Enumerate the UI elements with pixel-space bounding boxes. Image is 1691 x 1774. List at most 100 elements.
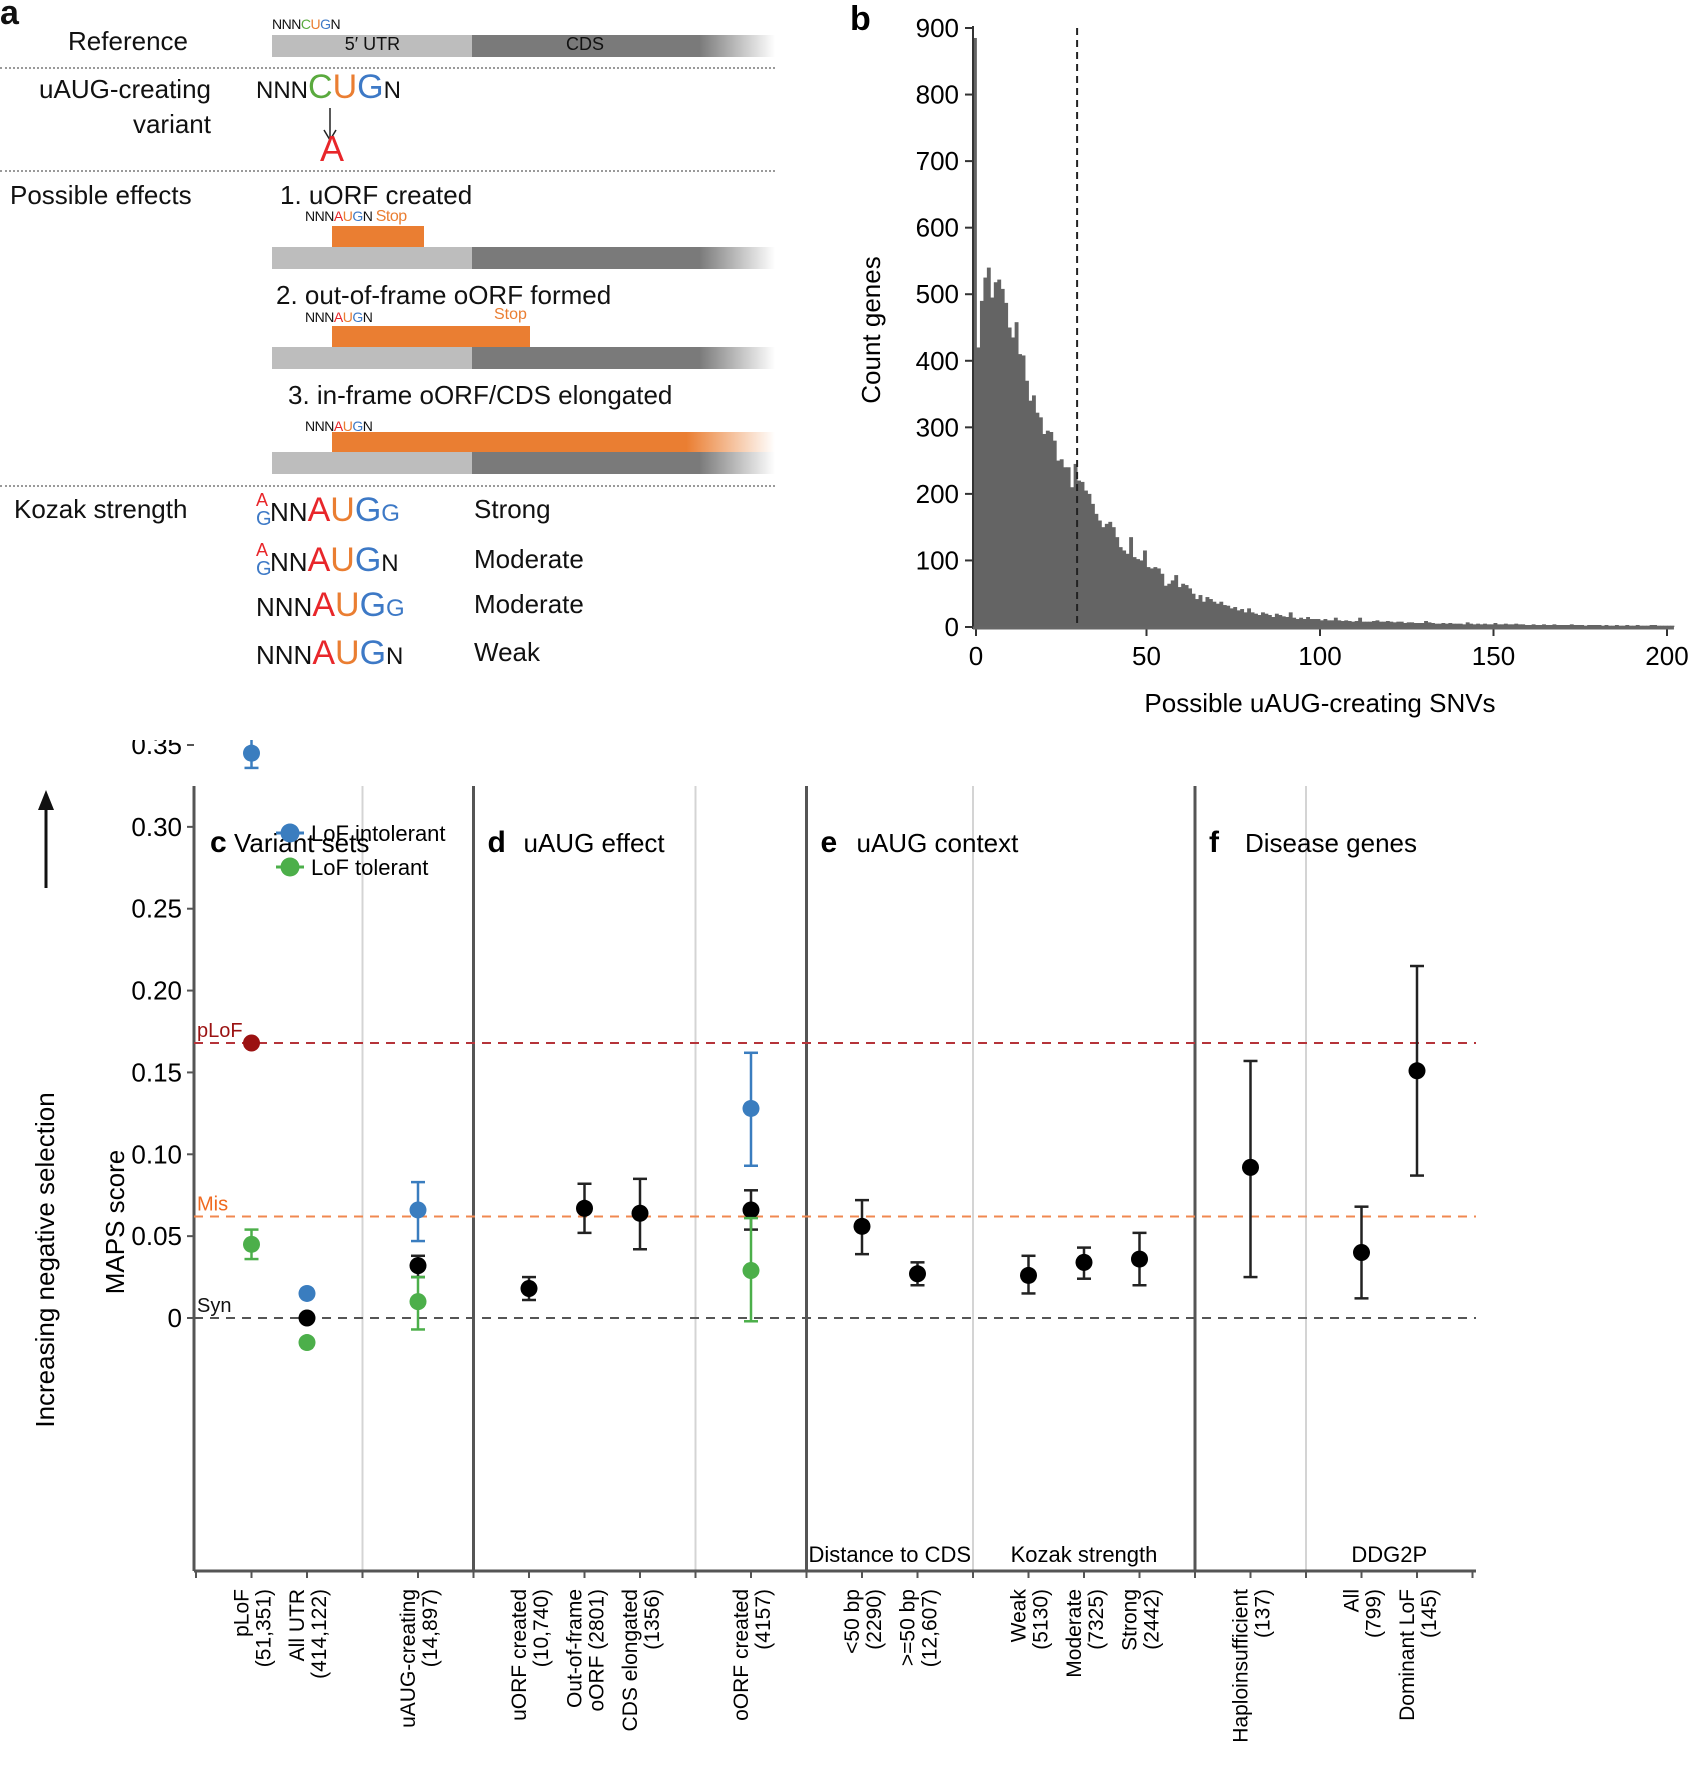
panel-b-letter: b — [850, 0, 871, 38]
histogram-bar — [1229, 608, 1234, 627]
histogram-bar — [1632, 625, 1637, 627]
histogram-bar — [1667, 625, 1671, 627]
histogram-bar — [1646, 625, 1651, 627]
data-point-all — [1075, 1246, 1093, 1280]
cds-label: CDS — [565, 34, 604, 54]
point-marker — [409, 1201, 427, 1219]
histogram-bar — [1191, 593, 1196, 627]
seq-a: A — [307, 491, 331, 529]
seq-prefix: NNN — [305, 418, 334, 434]
x-tick-label: (12,607) — [919, 1589, 942, 1667]
histogram-bar — [1361, 621, 1366, 627]
histogram-bar — [1202, 601, 1206, 627]
histogram-bar — [1104, 523, 1109, 627]
seq-g: G — [352, 309, 363, 325]
divider — [0, 485, 775, 487]
histogram-bar — [1503, 623, 1508, 627]
x-tick-label: (4157) — [752, 1589, 775, 1650]
histogram-bar — [976, 347, 981, 627]
point-marker — [1242, 1158, 1259, 1176]
seq-last: N — [381, 550, 399, 577]
seq-c: C — [308, 68, 333, 106]
effect-1-title: 1. uORF created — [280, 180, 473, 210]
histogram-bar — [1542, 624, 1546, 627]
data-point-all — [520, 1275, 538, 1302]
alt-allele: A — [320, 128, 345, 169]
histogram-bar — [1174, 575, 1179, 627]
histogram-bar — [1469, 623, 1474, 627]
point-marker — [742, 1201, 760, 1219]
seq-prefix: NNN — [272, 16, 301, 32]
histogram-bar — [1097, 520, 1102, 627]
histogram-bar — [1139, 560, 1144, 627]
histogram-bar — [1299, 617, 1304, 627]
kozak-top-base: A — [256, 540, 269, 560]
y-tick-label: 0.20 — [131, 976, 182, 1006]
histogram-bar — [1073, 463, 1078, 627]
data-point-all — [909, 1261, 926, 1287]
y-tick-label: 0.15 — [131, 1057, 182, 1087]
histogram-bar — [1160, 573, 1165, 627]
point-marker — [243, 1034, 260, 1052]
kozak-sequence-moderate-1: A G NNAUGN — [256, 540, 399, 584]
histogram-bar — [1045, 430, 1050, 627]
x-tick-label: (51,351) — [253, 1589, 276, 1667]
y-tick-label: 700 — [916, 146, 959, 176]
x-tick-label: All UTR — [286, 1589, 309, 1661]
seq-g: G — [320, 16, 331, 32]
histogram-bar — [1590, 625, 1595, 627]
panel-title: Disease genes — [1245, 828, 1417, 858]
point-marker — [243, 1235, 260, 1253]
histogram-bar — [1271, 617, 1276, 627]
histogram-bar — [1500, 624, 1505, 627]
divider — [0, 67, 775, 69]
histogram-bar — [1649, 625, 1654, 627]
point-marker — [1131, 1250, 1148, 1268]
x-tick-label: Moderate — [1063, 1589, 1086, 1678]
histogram-bar — [979, 300, 984, 627]
utr-bar — [272, 452, 473, 474]
histogram-bar — [1392, 622, 1397, 627]
histogram-bar — [1118, 547, 1123, 627]
histogram-bar — [1614, 625, 1619, 627]
histogram-bar — [1163, 585, 1168, 627]
histogram-bar — [1108, 521, 1113, 627]
histogram-bar — [1309, 619, 1314, 627]
seq-u: U — [330, 541, 355, 579]
seq-c: C — [300, 16, 311, 32]
y-axis-label: Count genes — [856, 256, 886, 403]
legend-label: LoF intolerant — [311, 821, 446, 846]
x-tick-label: (137) — [1252, 1589, 1275, 1638]
seq-g: G — [352, 418, 363, 434]
seq-mid: NN — [270, 547, 308, 577]
histogram-bar — [1406, 622, 1411, 627]
data-point-all — [298, 1309, 316, 1327]
histogram-bar — [1472, 624, 1477, 627]
seq-prefix: NNN — [256, 640, 313, 670]
y-tick-label: 800 — [916, 80, 959, 110]
x-tick-label: (799) — [1363, 1589, 1386, 1638]
histogram-bar — [1444, 623, 1449, 627]
histogram-bar — [1635, 625, 1640, 627]
histogram-bar — [1368, 621, 1373, 627]
seq-g: G — [357, 68, 384, 106]
utr-bar — [272, 35, 473, 57]
histogram-bar — [1281, 616, 1286, 627]
x-tick-label: (5130) — [1030, 1589, 1053, 1650]
histogram-bar — [1285, 617, 1290, 627]
row-label-line1: uAUG-creating — [39, 74, 211, 104]
row-label-reference: Reference — [68, 26, 188, 56]
reference-label-plof: pLoF — [197, 1020, 243, 1042]
histogram-bar — [1254, 613, 1258, 627]
histogram-bar — [1375, 620, 1380, 627]
histogram-bar — [1660, 625, 1664, 627]
point-marker — [909, 1265, 926, 1283]
histogram-bar — [1049, 431, 1054, 627]
histogram-bar — [1028, 400, 1033, 627]
effect-1-sequence: NNNAUGN Stop — [305, 208, 407, 226]
histogram-bar — [1625, 625, 1630, 627]
y-tick-label: 300 — [916, 412, 959, 442]
histogram-bar — [1011, 337, 1016, 627]
utr-bar — [272, 247, 473, 269]
histogram-bar — [1604, 625, 1609, 627]
